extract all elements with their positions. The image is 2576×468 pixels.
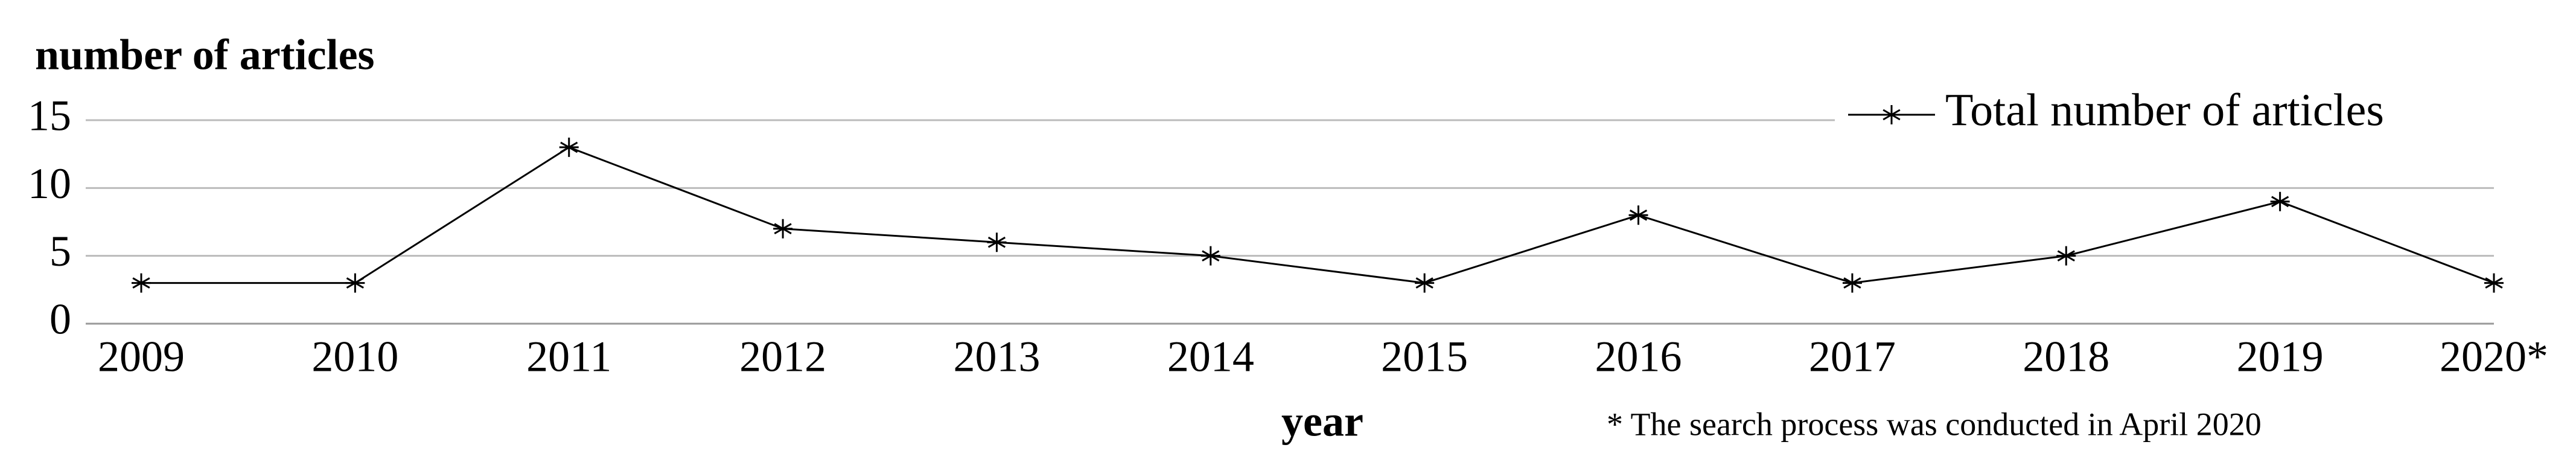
x-axis-label: year	[1281, 397, 1363, 446]
y-tick-label: 15	[28, 92, 71, 140]
footnote: * The search process was conducted in Ap…	[1607, 406, 2262, 442]
point-marker	[1200, 246, 1220, 266]
x-tick-label: 2013	[953, 333, 1040, 381]
point-marker	[1628, 205, 1648, 225]
point-marker	[345, 273, 365, 293]
point-marker	[2056, 246, 2076, 266]
legend-label: Total number of articles	[1945, 85, 2384, 135]
point-marker	[2484, 273, 2504, 293]
legend-marker	[1882, 105, 1901, 124]
x-tick-label: 2018	[2023, 333, 2109, 381]
x-tick-label: 2019	[2237, 333, 2324, 381]
x-tick-label: 2014	[1167, 333, 1254, 381]
series-line	[141, 146, 2495, 284]
x-tick-label: 2012	[739, 333, 826, 381]
point-marker	[559, 137, 579, 157]
legend-background	[1835, 88, 2499, 142]
x-tick-label: 2010	[311, 333, 398, 381]
y-tick-label: 10	[28, 159, 71, 208]
x-tick-label: 2009	[98, 333, 185, 381]
y-tick-label: 0	[49, 295, 71, 344]
x-tick-label: 2020*	[2440, 333, 2548, 381]
point-marker	[1415, 273, 1435, 293]
y-axis-label: number of articles	[35, 31, 375, 79]
point-marker	[1842, 273, 1862, 293]
y-tick-label: 5	[49, 227, 71, 275]
x-tick-label: 2016	[1595, 333, 1682, 381]
point-marker	[132, 273, 151, 293]
x-tick-label: 2015	[1381, 333, 1468, 381]
point-marker	[2270, 191, 2290, 211]
point-marker	[773, 219, 793, 239]
x-tick-label: 2017	[1809, 333, 1896, 381]
x-tick-label: 2011	[526, 333, 611, 381]
point-marker	[987, 232, 1007, 252]
